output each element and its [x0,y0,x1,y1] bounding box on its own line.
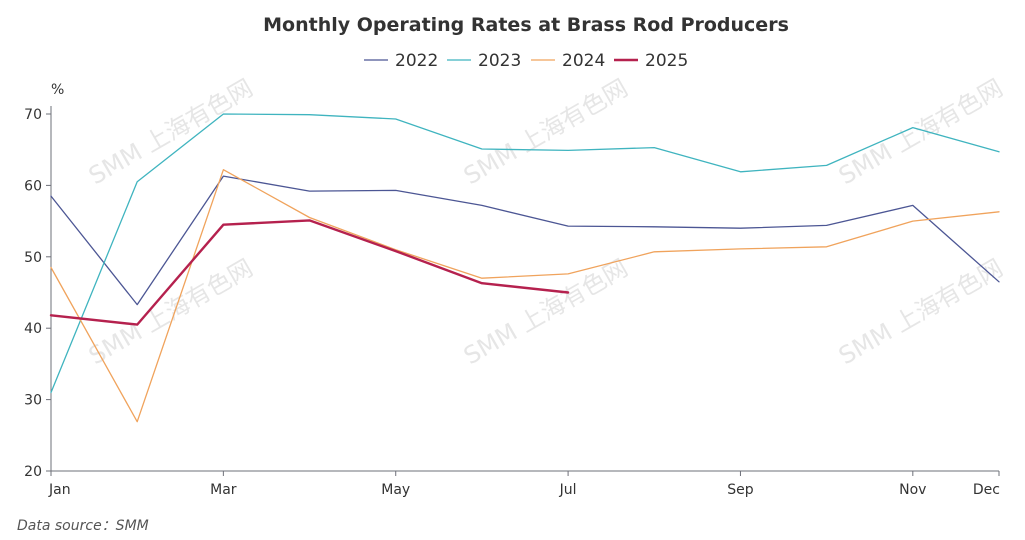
y-axis-unit: % [51,82,64,98]
y-tick-label: 50 [24,250,42,266]
watermarks: SMM 上海有色网 SMM 上海有色网 SMM 上海有色网 SMM 上海有色网 SMM … [84,74,1008,370]
y-tick-label: 40 [24,321,42,337]
x-tick-label: Nov [899,482,926,498]
watermark-text: SMM 上海有色网 [834,254,1008,370]
y-tick-label: 70 [24,107,42,123]
watermark-text: SMM 上海有色网 [834,74,1008,190]
legend-label-2023: 2023 [478,51,521,71]
x-tick-label: May [381,482,410,498]
legend-label-2022: 2022 [395,51,438,71]
y-tick-label: 20 [24,464,42,480]
series-line-2023 [50,113,1000,394]
series-lines [49,113,1000,423]
x-tick-label: Mar [210,482,237,498]
y-tick-label: 60 [24,178,42,194]
watermark-text: SMM 上海有色网 [459,74,633,190]
x-tick-label: Dec [973,482,1000,498]
legend: 2022 2023 2024 2025 [364,51,688,71]
x-tick-label: Jan [48,482,71,498]
axes: 20 30 40 50 60 70 Jan Mar May Jul Sep Nov Dec [24,106,1000,498]
legend-label-2024: 2024 [562,51,605,71]
x-tick-label: Jul [559,482,577,498]
data-source-note: Data source：SMM [17,518,149,534]
series-line-2025 [49,219,570,326]
chart-title: Monthly Operating Rates at Brass Rod Pro… [263,14,789,36]
x-tick-label: Sep [727,482,754,498]
watermark-text: SMM 上海有色网 [459,254,633,370]
y-tick-label: 30 [24,393,42,409]
legend-label-2025: 2025 [645,51,688,71]
series-line-2024 [50,169,1000,423]
series-line-2022 [50,175,1000,306]
watermark-text: SMM 上海有色网 [84,74,258,190]
